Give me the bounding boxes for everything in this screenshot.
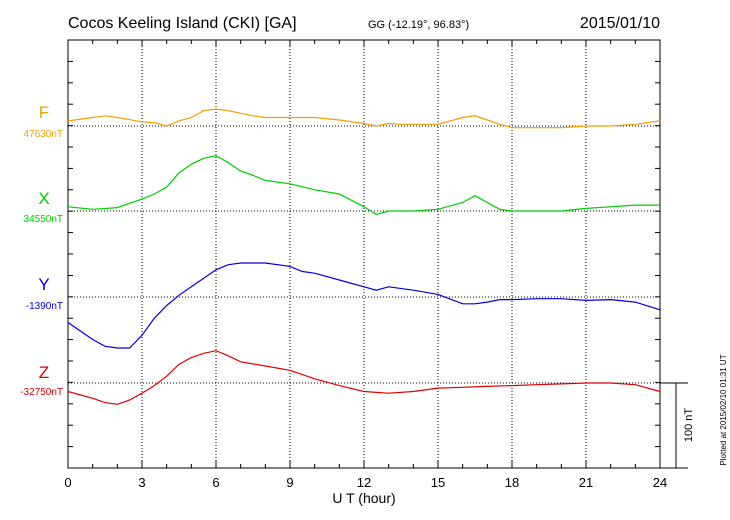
series-line-f: [67, 108, 661, 129]
series-label-y: Y: [38, 275, 49, 294]
scale-bar: 100 nT: [660, 382, 695, 469]
series-label-f: F: [39, 103, 49, 122]
station-title: Cocos Keeling Island (CKI) [GA]: [68, 15, 297, 32]
x-tick-label-6: 6: [212, 475, 219, 490]
vertical-grid: [141, 40, 587, 468]
x-tick-labels: 0 3 6 9 12 15 18 21 24: [64, 475, 667, 490]
x-tick-label-18: 18: [505, 475, 519, 490]
series-lines: [67, 108, 661, 405]
series-line-z: [67, 350, 661, 405]
x-tick-label-12: 12: [357, 475, 371, 490]
x-tick-label-15: 15: [431, 475, 445, 490]
x-tick-label-9: 9: [286, 475, 293, 490]
x-tick-label-21: 21: [579, 475, 593, 490]
scale-bar-label: 100 nT: [683, 408, 695, 443]
series-label-z: Z: [39, 363, 49, 382]
chart-date: 2015/01/10: [580, 15, 660, 32]
axis-ticks: [67, 39, 661, 469]
series-line-x: [67, 155, 660, 216]
series-label-x: X: [38, 189, 49, 208]
plotted-note: Plotted at 2015/02/10 01:31 UT: [719, 354, 728, 465]
station-coords: GG (-12.19°, 96.83°): [368, 19, 469, 31]
series-baseline-x: 34550nT: [24, 214, 63, 225]
baselines: [68, 125, 660, 384]
x-tick-label-0: 0: [64, 475, 71, 490]
series-labels: F 47630nT X 34550nT Y -1390nT Z -32750nT: [20, 103, 63, 398]
series-baseline-z: -32750nT: [20, 387, 63, 398]
series-line-y: [67, 262, 661, 349]
series-baseline-y: -1390nT: [26, 301, 63, 312]
series-baseline-f: 47630nT: [24, 129, 63, 140]
x-tick-label-24: 24: [653, 475, 667, 490]
x-axis-label: U T (hour): [332, 490, 395, 506]
x-tick-label-3: 3: [138, 475, 145, 490]
